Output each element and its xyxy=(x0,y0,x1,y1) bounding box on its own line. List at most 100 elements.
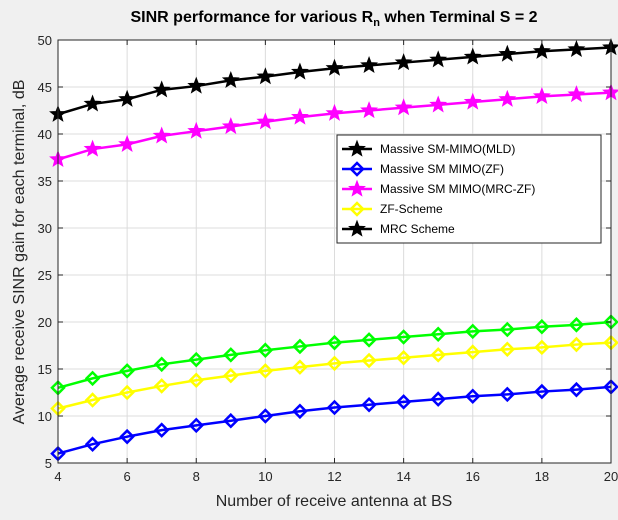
star-marker xyxy=(498,89,517,107)
series-5 xyxy=(50,314,618,396)
diamond-marker xyxy=(568,381,585,398)
diamond-marker xyxy=(326,355,343,372)
diamond-marker xyxy=(223,347,239,363)
diamond-marker xyxy=(223,412,239,429)
star-marker xyxy=(394,98,413,116)
legend-entry-0: Massive SM-MIMO(MLD) xyxy=(342,139,515,157)
y-tick-label: 35 xyxy=(38,174,52,189)
star-marker xyxy=(394,53,413,71)
legend-label: Massive SM-MIMO(MLD) xyxy=(380,142,515,156)
diamond-marker xyxy=(292,403,308,420)
legend-box xyxy=(336,134,602,244)
diamond-marker xyxy=(188,372,205,389)
y-tick-label: 40 xyxy=(38,127,52,142)
x-axis-label: Number of receive antenna at BS xyxy=(216,493,453,510)
diamond-marker xyxy=(464,344,481,360)
diamond-marker xyxy=(430,326,446,342)
star-marker xyxy=(83,94,102,112)
y-tick-label: 50 xyxy=(38,33,52,48)
diamond-marker xyxy=(464,323,481,340)
y-axis-label: Average receive SINR gain for each termi… xyxy=(11,80,28,425)
diamond-marker xyxy=(499,386,516,403)
diamond-marker xyxy=(464,388,481,405)
x-tick-label: 8 xyxy=(193,469,200,484)
x-tick-label: 16 xyxy=(466,469,480,484)
star-marker xyxy=(187,76,206,94)
series-line xyxy=(57,341,612,410)
diamond-marker xyxy=(153,356,170,373)
diamond-marker xyxy=(84,392,101,408)
series-line xyxy=(57,320,612,390)
legend-label: MRC Scheme xyxy=(380,222,455,236)
y-tick-label: 20 xyxy=(38,315,52,330)
diamond-marker xyxy=(534,318,550,335)
title-subscript: n xyxy=(373,17,380,29)
diamond-marker xyxy=(188,351,205,368)
x-tick-label: 4 xyxy=(54,469,61,484)
diamond-marker xyxy=(361,332,377,348)
star-marker xyxy=(290,62,309,80)
diamond-marker xyxy=(119,428,135,445)
x-tick-label: 20 xyxy=(604,469,618,484)
diamond-marker xyxy=(119,363,135,379)
axis-ticks: 4 6 8 10 12 14 16 18 20 5 10 15 20 25 30 35 40 45 50 xyxy=(38,33,618,484)
diamond-marker xyxy=(395,349,412,366)
legend: Massive SM-MIMO(MLD) Massive SM MIMO(ZF) M… xyxy=(336,134,602,244)
legend-label: Massive SM MIMO(MRC-ZF) xyxy=(380,182,535,196)
star-marker xyxy=(152,80,171,98)
diamond-marker xyxy=(292,359,308,375)
diamond-marker xyxy=(430,391,446,407)
diamond-marker xyxy=(292,338,308,355)
diamond-marker xyxy=(499,321,516,338)
diamond-marker xyxy=(257,363,274,379)
series-3 xyxy=(50,334,618,417)
diamond-marker xyxy=(568,317,585,333)
star-marker xyxy=(118,89,137,107)
star-marker xyxy=(221,71,240,89)
diamond-marker xyxy=(395,394,412,410)
star-marker xyxy=(325,103,344,121)
diamond-marker xyxy=(534,339,550,356)
legend-entry-3: ZF-Scheme xyxy=(342,201,443,217)
star-marker xyxy=(152,126,171,144)
star-marker xyxy=(360,55,379,73)
diamond-marker xyxy=(257,342,274,358)
star-marker xyxy=(325,58,344,76)
star-marker xyxy=(221,117,240,135)
x-tick-label: 10 xyxy=(258,469,272,484)
diamond-marker xyxy=(326,399,343,416)
legend-label: Massive SM MIMO(ZF) xyxy=(380,162,504,176)
star-marker xyxy=(256,112,275,130)
diamond-marker xyxy=(84,370,101,387)
diamond-marker xyxy=(534,383,550,400)
diamond-marker xyxy=(349,201,365,217)
diamond-marker xyxy=(257,408,274,424)
star-marker xyxy=(348,179,366,197)
star-marker xyxy=(532,41,551,59)
diamond-marker xyxy=(119,384,135,401)
legend-label: ZF-Scheme xyxy=(380,202,443,216)
series-line xyxy=(57,385,612,455)
diamond-marker xyxy=(84,436,101,452)
star-marker xyxy=(429,50,448,68)
title-suffix: when Terminal S = 2 xyxy=(380,9,538,26)
x-tick-label: 18 xyxy=(535,469,549,484)
star-marker xyxy=(118,134,137,152)
diamond-marker xyxy=(188,417,205,434)
x-tick-label: 14 xyxy=(396,469,410,484)
x-tick-label: 12 xyxy=(327,469,341,484)
star-marker xyxy=(532,86,551,105)
diamond-marker xyxy=(361,396,377,413)
star-marker xyxy=(429,95,448,113)
star-marker xyxy=(463,92,482,110)
star-marker xyxy=(83,139,102,157)
diamond-marker xyxy=(349,161,365,177)
y-tick-label: 30 xyxy=(38,221,52,236)
star-marker xyxy=(567,39,586,58)
y-tick-label: 5 xyxy=(45,456,52,471)
diamond-marker xyxy=(395,329,412,345)
star-marker xyxy=(187,121,206,139)
series-lines xyxy=(49,38,618,462)
